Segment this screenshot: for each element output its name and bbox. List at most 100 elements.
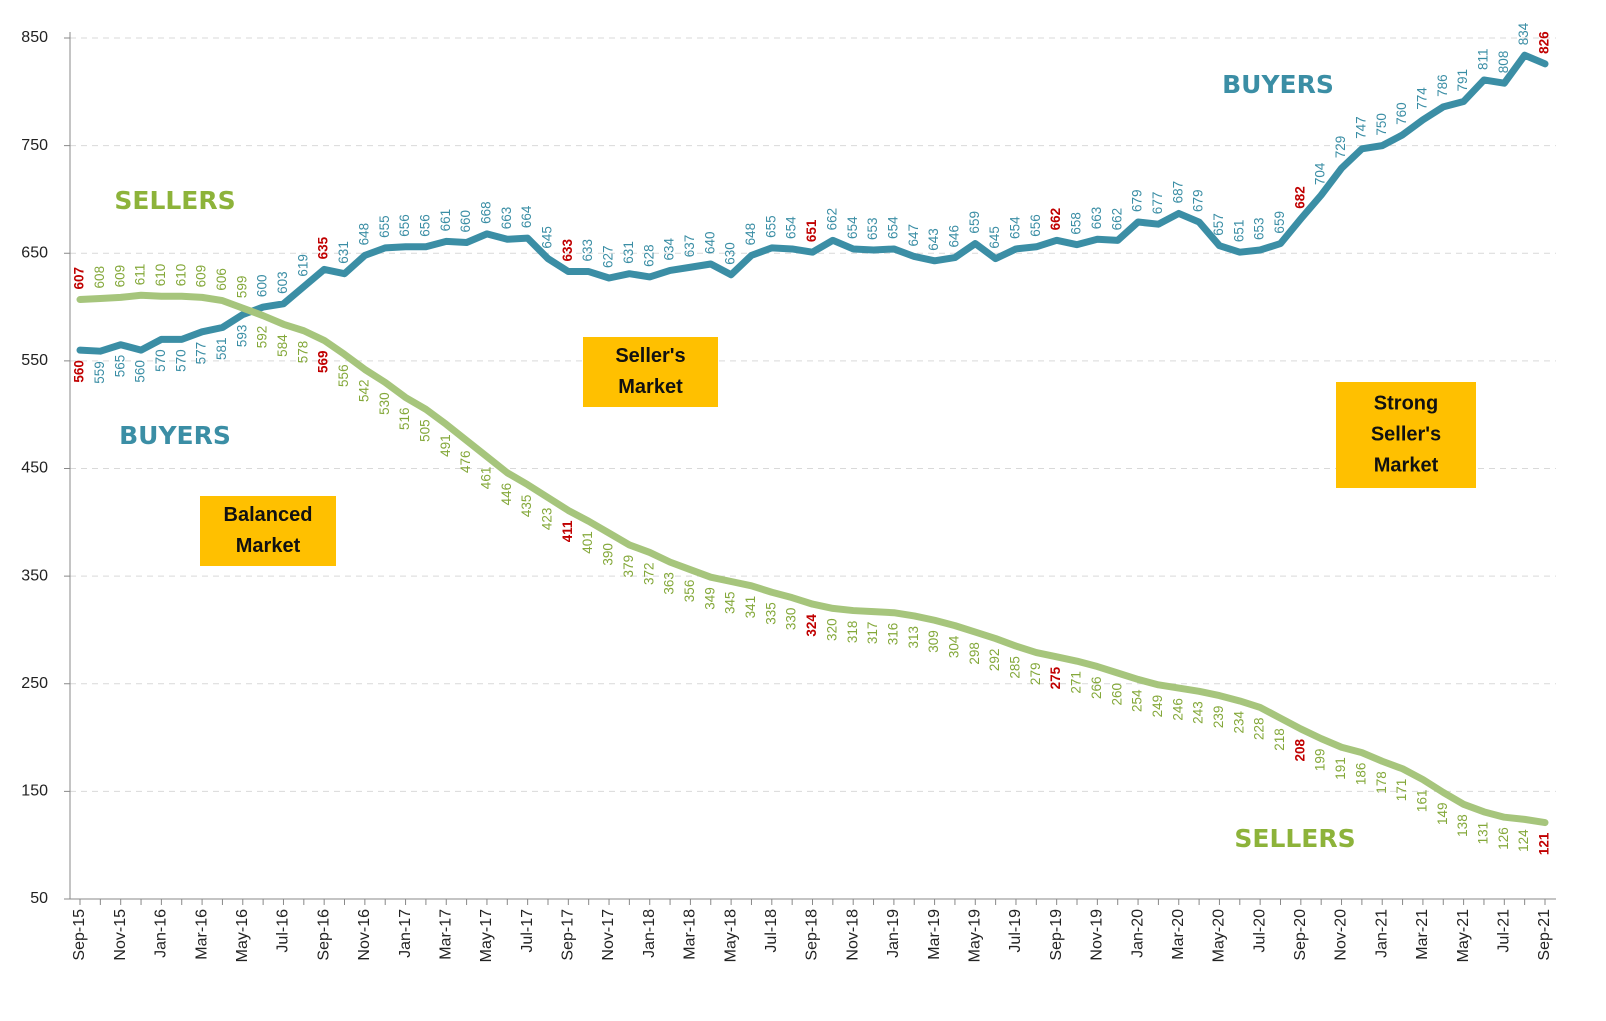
data-label: 627 [601,245,616,268]
data-label: 309 [926,630,941,653]
data-label: 505 [417,419,432,442]
x-tick-label: Jul-18 [763,909,780,953]
data-label: 631 [336,241,351,264]
data-label: 630 [723,242,738,265]
data-label: 317 [865,622,880,645]
data-label: 565 [112,355,127,378]
data-label: 208 [1292,738,1307,761]
data-label: 279 [1028,663,1043,686]
data-label: 228 [1252,717,1267,740]
data-label: 679 [1191,190,1206,213]
series-line [76,51,1549,355]
data-label: 664 [519,205,534,228]
data-label: 677 [1150,192,1165,215]
data-label: 610 [173,264,188,287]
data-label: 435 [519,495,534,518]
data-label: 569 [316,350,331,373]
y-tick-label: 150 [21,783,48,800]
data-label: 651 [1231,220,1246,243]
x-tick-label: Nov-18 [844,909,861,961]
data-label: 609 [112,265,127,288]
x-tick-label: May-17 [478,909,495,962]
x-tick-label: Jul-20 [1251,909,1268,953]
data-label: 662 [1048,208,1063,231]
annotation-box-text: Balanced [224,504,313,526]
data-label: 633 [580,239,595,262]
data-label: 249 [1150,695,1165,718]
data-label: 324 [804,614,819,637]
data-label: 335 [763,602,778,625]
data-label: 660 [458,210,473,233]
data-label: 826 [1537,31,1552,54]
x-tick-label: Sep-16 [315,909,332,961]
data-label: 423 [540,508,555,531]
data-label: 581 [214,338,229,361]
data-label: 542 [356,379,371,402]
data-label: 654 [784,216,799,239]
annotation-box [200,496,336,566]
data-label: 653 [1252,217,1267,240]
data-label: 646 [946,225,961,248]
data-label: 186 [1353,763,1368,786]
data-label: 131 [1476,822,1491,845]
data-label: 292 [987,649,1002,672]
y-tick-label: 850 [21,29,48,46]
data-label: 663 [499,207,514,230]
data-label: 313 [906,626,921,649]
data-label: 760 [1394,102,1409,125]
data-label: 266 [1089,677,1104,700]
data-label: 658 [1069,212,1084,235]
data-label: 656 [417,214,432,237]
data-label: 659 [967,211,982,234]
annotation-box-text: Seller's [615,345,685,367]
x-tick-label: Mar-19 [926,909,943,960]
data-label: 379 [621,555,636,578]
data-label: 318 [845,621,860,644]
y-tick-label: 550 [21,352,48,369]
series-line [76,291,1549,827]
data-label: 729 [1333,136,1348,159]
data-label: 747 [1353,116,1368,139]
data-label: 635 [316,236,331,259]
data-label: 663 [1089,207,1104,230]
data-label: 682 [1292,186,1307,209]
data-label: 607 [72,267,87,290]
data-label: 577 [194,342,209,365]
annotation-box-text: Seller's [1371,423,1441,445]
annotation-box-text: Strong [1374,392,1438,414]
data-label: 643 [926,228,941,251]
data-label: 234 [1231,710,1246,733]
data-label: 461 [479,467,494,490]
x-tick-label: Jul-21 [1496,909,1513,953]
data-label: 687 [1170,181,1185,204]
data-label: 611 [133,264,148,286]
data-label: 161 [1414,790,1429,813]
data-label: 679 [1130,190,1145,213]
data-label: 411 [560,520,575,542]
data-label: 341 [743,596,758,619]
data-label: 808 [1496,51,1511,74]
data-label: 704 [1313,162,1328,185]
x-tick-label: Jan-16 [153,909,170,958]
x-tick-label: Sep-17 [560,909,577,961]
data-label: 271 [1069,671,1084,694]
data-label: 619 [295,254,310,277]
x-tick-label: Mar-21 [1414,909,1431,960]
y-tick-label: 750 [21,137,48,154]
data-label: 199 [1313,749,1328,772]
data-label: 653 [865,217,880,240]
x-tick-label: May-16 [234,909,251,962]
x-tick-label: Sep-19 [1048,909,1065,961]
data-label: 648 [356,223,371,246]
data-label: 668 [479,201,494,224]
annotation-box [1336,382,1476,488]
data-label: 254 [1130,689,1145,712]
x-tick-label: Jan-19 [885,909,902,958]
annotation-box-text: Market [618,376,683,398]
x-tick-label: May-20 [1211,909,1228,962]
x-tick-label: Nov-15 [112,909,129,961]
x-tick-label: Jan-18 [641,909,658,958]
annotation-box [583,337,718,407]
data-label: 530 [377,392,392,415]
